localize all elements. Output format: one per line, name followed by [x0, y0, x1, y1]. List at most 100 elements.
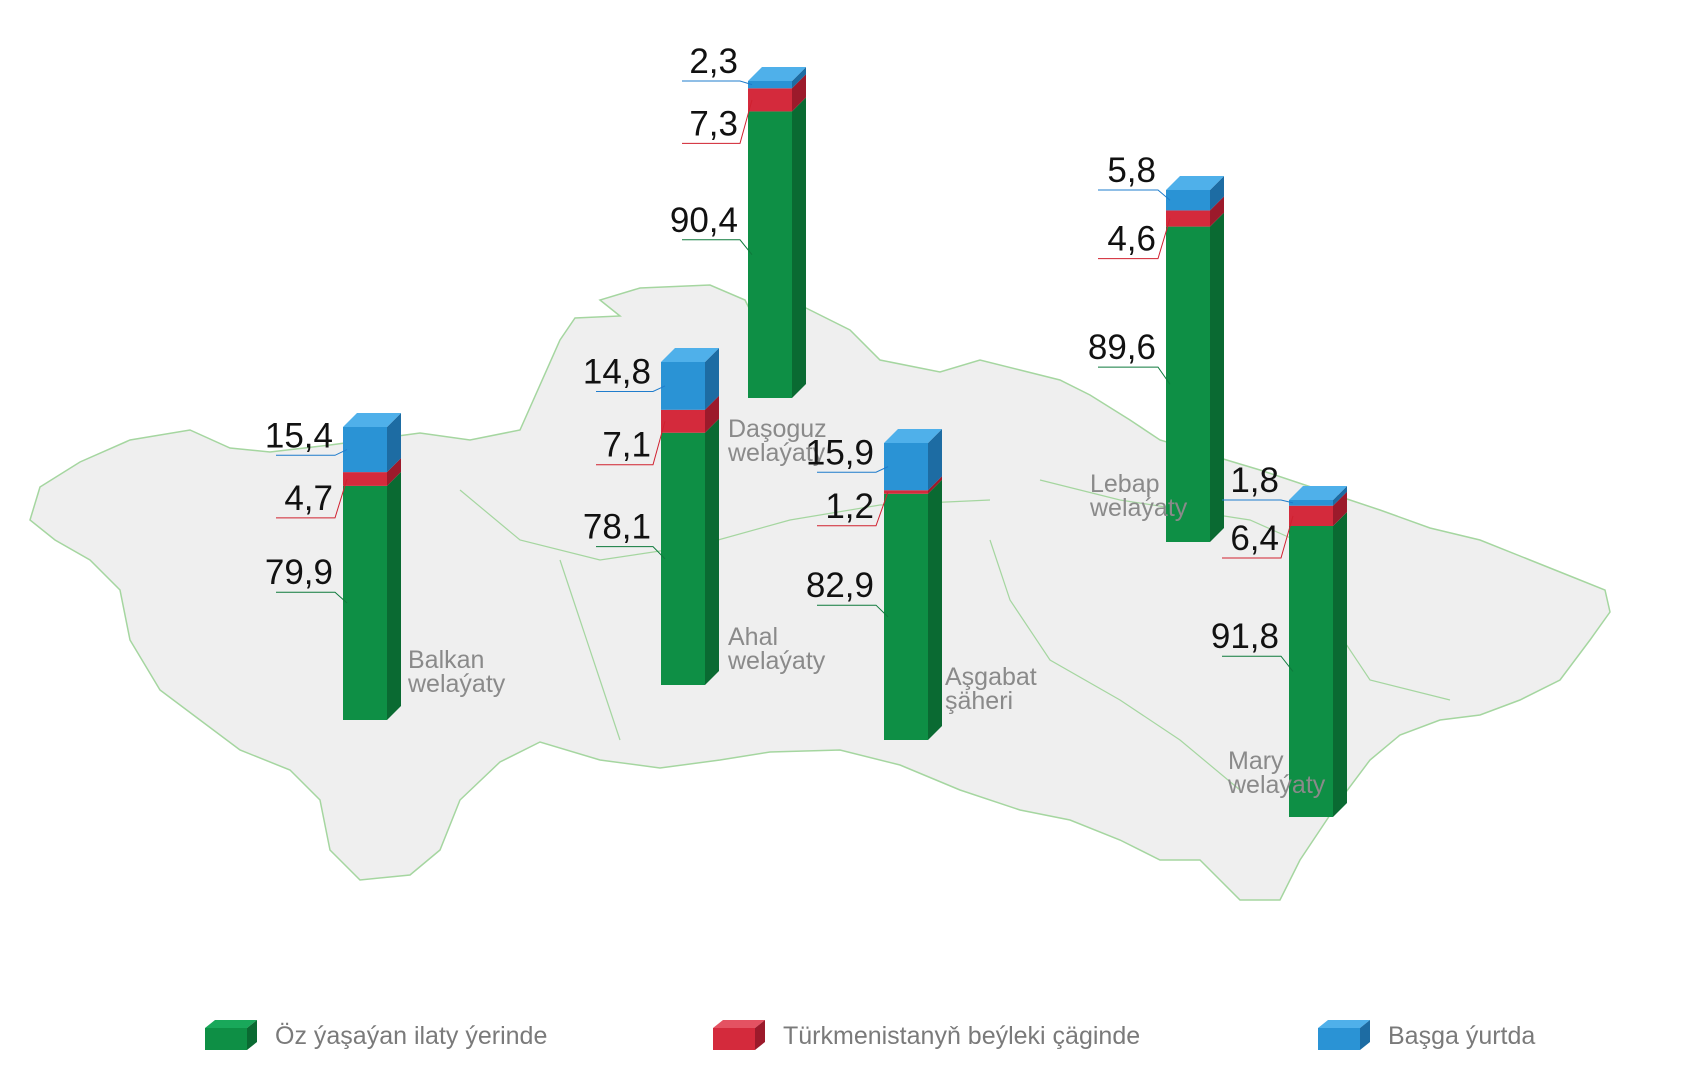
- bar-segment-side: [705, 348, 719, 410]
- bar-segment-side: [1210, 176, 1224, 211]
- bar-segment: [1166, 190, 1210, 211]
- bar-segment: [1166, 210, 1210, 227]
- value-leader-line: [682, 239, 753, 256]
- legend-label: Türkmenistanyň beýleki çäginde: [783, 1022, 1140, 1050]
- bar-segment: [1289, 505, 1333, 526]
- value-leader-line: [596, 546, 666, 560]
- region-label: welaýaty: [1089, 494, 1188, 522]
- legend-swatch: [713, 1028, 755, 1050]
- legend-swatch-side: [1360, 1020, 1370, 1050]
- legend-item: Türkmenistanyň beýleki çäginde: [713, 1020, 1140, 1050]
- bar-segment: [661, 362, 705, 410]
- value-leader-line: [596, 385, 666, 393]
- value-label: 7,1: [602, 426, 651, 465]
- value-label: 4,7: [284, 479, 333, 518]
- value-leader-line: [817, 604, 889, 618]
- value-leader-line: [682, 80, 753, 86]
- bar-segment-side: [792, 67, 806, 89]
- legend-item: Öz ýaşaýan ilaty ýerinde: [205, 1020, 547, 1050]
- value-label: 82,9: [806, 566, 874, 605]
- bar-segment: [343, 472, 387, 486]
- value-label: 1,2: [825, 487, 874, 526]
- bar-segment: [661, 409, 705, 433]
- bar-segment-side: [1333, 491, 1347, 526]
- value-leader-line: [817, 466, 889, 473]
- value-leader-line: [817, 491, 889, 527]
- value-label: 6,4: [1230, 519, 1279, 558]
- bar-top-cap: [1166, 176, 1224, 190]
- map-region-line-3: [989, 539, 1241, 791]
- legend-label: Öz ýaşaýan ilaty ýerinde: [275, 1022, 547, 1050]
- bar-segment: [748, 111, 792, 398]
- bar-segment-side: [792, 74, 806, 112]
- region-label: Balkan: [408, 646, 484, 674]
- value-label: 15,9: [806, 433, 874, 472]
- value-label: 2,3: [689, 42, 738, 81]
- bar-segment-side: [387, 413, 401, 473]
- value-leader-line: [1222, 515, 1294, 559]
- value-leader-line: [1098, 218, 1171, 260]
- value-leader-line: [276, 591, 348, 604]
- value-leader-line: [1098, 366, 1171, 385]
- bar-segment: [343, 427, 387, 473]
- legend-swatch-top: [1318, 1020, 1370, 1028]
- bar-segment: [748, 88, 792, 112]
- bar-top-cap: [748, 67, 806, 81]
- value-leader-line: [682, 99, 753, 144]
- legend-item: Başga ýurtda: [1318, 1020, 1535, 1050]
- region-label: welaýaty: [727, 647, 826, 675]
- value-leader-line: [1222, 655, 1294, 672]
- bar-segment: [343, 485, 387, 720]
- bar-segment-side: [705, 395, 719, 433]
- legend-swatch-top: [205, 1020, 257, 1028]
- bar-segment-side: [1333, 511, 1347, 817]
- region-label: Lebap: [1090, 470, 1160, 498]
- value-label: 78,1: [583, 508, 651, 547]
- turkmenistan-map: [29, 284, 1611, 901]
- bar-segment: [1166, 226, 1210, 542]
- legend-label: Başga ýurtda: [1388, 1022, 1535, 1050]
- bars-layer: 79,94,715,4Balkanwelaýaty78,17,114,8Ahal…: [265, 42, 1347, 817]
- bar-top-cap: [884, 429, 942, 443]
- value-leader-line: [596, 421, 666, 466]
- bar-segment-side: [1333, 486, 1347, 506]
- value-label: 89,6: [1088, 328, 1156, 367]
- value-label: 4,6: [1107, 220, 1156, 259]
- bar-top-cap: [343, 413, 401, 427]
- map-outline: [29, 284, 1611, 901]
- value-leader-line: [276, 478, 348, 519]
- value-label: 5,8: [1107, 151, 1156, 190]
- bar-segment: [661, 432, 705, 685]
- region-label: welaýaty: [1227, 771, 1326, 799]
- bar-segment-side: [928, 476, 942, 494]
- legend-swatch-side: [247, 1020, 257, 1050]
- bar-segment-side: [1210, 196, 1224, 227]
- value-label: 91,8: [1211, 617, 1279, 656]
- bar-segment: [884, 443, 928, 491]
- bar-segment-side: [928, 479, 942, 740]
- value-leader-line: [276, 449, 348, 456]
- legend-swatch-side: [755, 1020, 765, 1050]
- bar-segment-side: [928, 429, 942, 491]
- bar-segment-side: [387, 458, 401, 486]
- value-leader-line: [1222, 499, 1294, 504]
- value-label: 15,4: [265, 416, 333, 455]
- region-label: şäheri: [945, 687, 1013, 715]
- legend-swatch: [205, 1028, 247, 1050]
- map-region-line-4: [559, 559, 621, 741]
- region-label: welaýaty: [727, 439, 826, 467]
- bar-segment: [748, 81, 792, 89]
- bar-segment: [884, 490, 928, 494]
- value-label: 7,3: [689, 104, 738, 143]
- value-label: 1,8: [1230, 461, 1279, 500]
- region-label: Mary: [1228, 747, 1284, 775]
- value-label: 14,8: [583, 353, 651, 392]
- bar-segment: [1289, 525, 1333, 817]
- value-label: 79,9: [265, 553, 333, 592]
- bar-top-cap: [661, 348, 719, 362]
